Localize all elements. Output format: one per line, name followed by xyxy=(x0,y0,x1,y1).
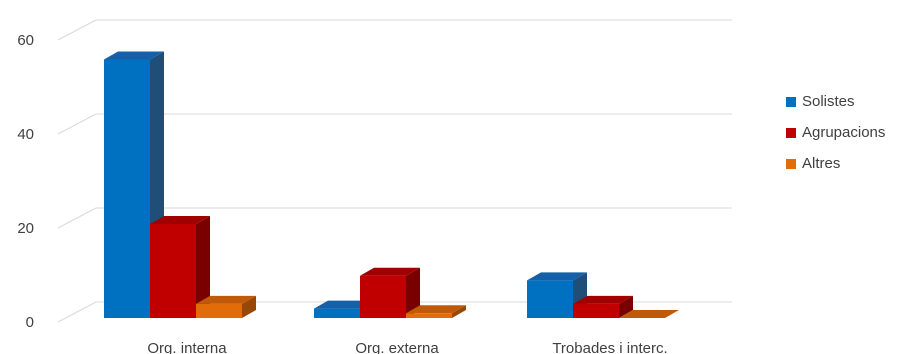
legend-swatch-altres xyxy=(786,158,796,169)
bar-side xyxy=(619,295,633,318)
bar-agrupacions-1 xyxy=(150,216,210,318)
gridline-side xyxy=(57,113,97,135)
bar-solistes-3 xyxy=(527,272,587,318)
gridline-side xyxy=(57,301,97,323)
bar-agrupacions-2 xyxy=(360,267,420,318)
bar-side xyxy=(406,267,420,318)
bar-side xyxy=(196,216,210,318)
bar-altres-1 xyxy=(196,295,256,318)
bar-top xyxy=(360,267,420,276)
bar-side xyxy=(242,295,256,318)
y-tick-label: 40 xyxy=(17,126,34,143)
bar-top xyxy=(527,272,587,281)
legend-swatch-agrupacions xyxy=(786,127,796,138)
bar-top xyxy=(196,295,256,304)
bar-top xyxy=(619,310,679,318)
bar-front xyxy=(314,308,360,318)
legend-swatch-solistes xyxy=(786,96,796,107)
legend: Solistes Agrupacions Altres xyxy=(786,86,885,179)
bar-top xyxy=(150,216,210,224)
x-axis-categories: Org. interna Org. externa Trobades i inter… xyxy=(147,340,667,354)
category-label: Trobades i interc. xyxy=(552,340,667,354)
category-label: Org. interna xyxy=(147,340,227,354)
bar-altres-3 xyxy=(619,310,679,318)
bar-top xyxy=(104,51,164,60)
legend-item-solistes: Solistes xyxy=(786,86,885,117)
bar-front xyxy=(527,280,573,318)
bar-front xyxy=(104,59,150,318)
bar-top xyxy=(573,295,633,304)
legend-label-altres: Altres xyxy=(802,155,841,172)
bar-front xyxy=(406,313,452,318)
legend-label-solistes: Solistes xyxy=(802,93,855,110)
bar-side xyxy=(452,305,466,318)
bar-top xyxy=(406,305,466,314)
bar-front xyxy=(150,224,196,318)
y-axis-ticks: 0 20 40 60 xyxy=(17,32,34,331)
bar-front xyxy=(360,275,406,318)
y-tick-label: 60 xyxy=(17,32,34,49)
bar-agrupacions-3 xyxy=(573,295,633,318)
gridline-side xyxy=(57,207,97,229)
category-label: Org. externa xyxy=(355,340,439,354)
bar-top xyxy=(314,300,374,309)
bar-altres-2 xyxy=(406,305,466,318)
gridline-side xyxy=(57,19,97,41)
bars xyxy=(104,51,679,318)
y-tick-label: 20 xyxy=(17,220,34,237)
bar-front xyxy=(196,303,242,318)
legend-label-agrupacions: Agrupacions xyxy=(802,124,886,141)
legend-item-agrupacions: Agrupacions xyxy=(786,117,885,148)
legend-item-altres: Altres xyxy=(786,148,885,179)
bar-front xyxy=(573,303,619,318)
y-tick-label: 0 xyxy=(26,314,34,331)
